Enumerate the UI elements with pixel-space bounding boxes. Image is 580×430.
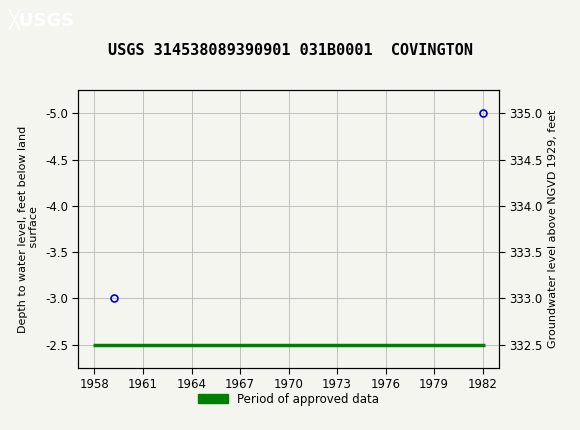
Text: ╳USGS: ╳USGS [9,9,75,30]
Legend: Period of approved data: Period of approved data [193,388,384,410]
Y-axis label: Depth to water level, feet below land
 surface: Depth to water level, feet below land su… [18,126,39,332]
Y-axis label: Groundwater level above NGVD 1929, feet: Groundwater level above NGVD 1929, feet [548,110,558,348]
Text: USGS 314538089390901 031B0001  COVINGTON: USGS 314538089390901 031B0001 COVINGTON [107,43,473,58]
